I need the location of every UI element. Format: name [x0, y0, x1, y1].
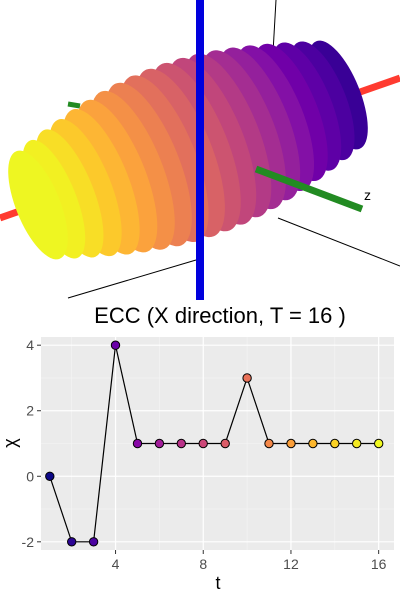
data-point [330, 438, 340, 449]
y-tick-label: 4 [26, 337, 34, 353]
x-tick-label: 12 [283, 556, 299, 572]
series-points [45, 340, 384, 547]
ecc-chart-svg: ECC (X direction, T = 16 ) 4 8 12 16 -2 0 2 4 t… [0, 303, 394, 593]
data-point [154, 438, 165, 449]
y-axis-label: χ [0, 438, 20, 448]
data-point [176, 438, 187, 449]
data-point [88, 537, 99, 547]
data-point [264, 438, 274, 449]
ecc-slab [8, 150, 68, 260]
ecc-shape [8, 40, 368, 260]
data-point [67, 537, 77, 547]
z-axis-line [254, 165, 364, 213]
data-point [242, 373, 252, 383]
ecc-3d-scene: z [0, 0, 400, 300]
x-tick-label: 4 [112, 556, 120, 572]
ecc-chart: ECC (X direction, T = 16 ) 4 8 12 16 -2 0 2 4 t… [0, 300, 400, 599]
data-point [286, 438, 296, 449]
frame-edge-line [67, 259, 197, 299]
z-axis-line-back [67, 101, 81, 109]
data-point [198, 438, 208, 449]
data-point [220, 438, 230, 449]
y-tick-label: 0 [26, 468, 34, 484]
z-axis-label: z [364, 187, 371, 203]
data-point [374, 438, 384, 449]
x-tick-label: 8 [199, 556, 207, 572]
x-axis-label: t [215, 573, 220, 593]
ecc-3d-render: z [0, 0, 400, 300]
y-tick-label: 2 [26, 403, 34, 419]
chart-title: ECC (X direction, T = 16 ) [94, 303, 346, 328]
data-point [352, 438, 362, 449]
data-point [110, 340, 121, 350]
y-tick-label: -2 [22, 534, 35, 550]
data-point [45, 471, 55, 482]
axis-ticks: 4 8 12 16 -2 0 2 4 [22, 337, 387, 572]
series-line [49, 345, 379, 543]
x-tick-label: 16 [371, 556, 387, 572]
frame-edge-line [277, 217, 400, 267]
data-point [308, 438, 318, 449]
data-point [132, 438, 143, 449]
